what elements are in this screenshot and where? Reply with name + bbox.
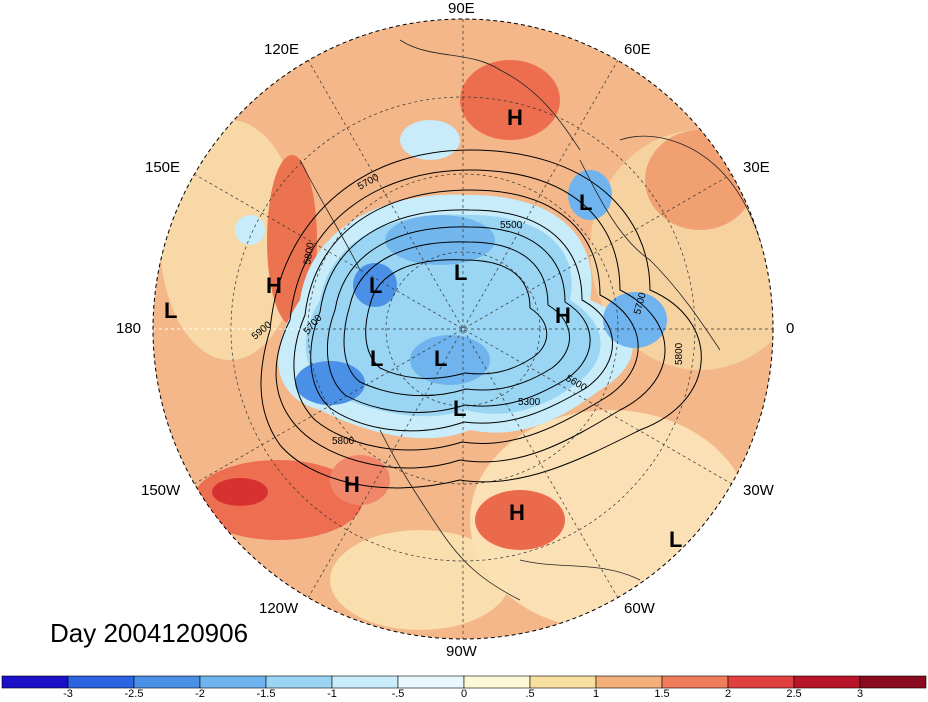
contour-label: 5800: [302, 241, 317, 265]
cold-patch-west: [235, 215, 265, 245]
contour-5600: [310, 209, 613, 432]
warm-spot-gulf: [475, 490, 565, 550]
colorbar-tick-label: -.5: [391, 688, 405, 700]
coastline-north-america: [379, 429, 521, 601]
lon-label-30w: 30W: [743, 482, 774, 499]
cold-core-canada: [410, 335, 490, 385]
colorbar-swatch: [727, 675, 795, 689]
contour-5400: [343, 241, 570, 397]
colorbar-tick-label: 0: [460, 688, 468, 700]
meridian-150-30: [193, 173, 733, 485]
cold-core-alaska: [295, 361, 365, 405]
colorbar-swatch: [661, 675, 729, 689]
colorbar-swatch: [199, 675, 267, 689]
colorbar-tick-label: -1.5: [256, 688, 276, 700]
high-center: H: [555, 303, 571, 328]
low-center: L: [669, 527, 682, 552]
colorbar-swatch: [463, 675, 531, 689]
cold-core-ural: [568, 170, 612, 220]
cold-core-east-siberia: [353, 263, 397, 307]
pressure-centers: H L H L L L H L L L H H L: [164, 105, 682, 552]
contour-label: 5800: [332, 436, 355, 447]
lon-label-90w: 90W: [446, 643, 477, 660]
high-center: H: [509, 500, 525, 525]
cold-patch-north: [400, 120, 460, 160]
contour-5700: [293, 189, 639, 451]
colorbar-swatch: [595, 675, 663, 689]
colorbar-tick-label: -1: [327, 688, 337, 700]
coastlines: [299, 39, 771, 601]
warm-spot-h: [330, 455, 390, 505]
map-title: Day 2004120906: [50, 618, 249, 648]
high-center: H: [344, 472, 360, 497]
coastline-south-america: [519, 559, 641, 581]
contour-label: 5500: [500, 220, 523, 231]
low-center: L: [434, 346, 447, 371]
colorbar-swatch: [397, 675, 465, 689]
colorbar-swatch: [859, 675, 927, 689]
colorbar: [1, 675, 927, 689]
colorbar-swatch: [1, 675, 69, 689]
colorbar-tick-label: -2.5: [124, 688, 144, 700]
low-center: L: [369, 273, 382, 298]
low-center: L: [370, 346, 383, 371]
lon-label-150w: 150W: [141, 482, 181, 499]
low-center: L: [164, 298, 177, 323]
colorbar-tick-label: 3: [856, 688, 864, 700]
high-center: H: [266, 273, 282, 298]
colorbar-tick-label: 1: [592, 688, 600, 700]
colorbar-tick-label: 1.5: [654, 688, 670, 700]
high-center: H: [507, 105, 523, 130]
cold-core-siberia: [385, 215, 495, 265]
contour-5300: [365, 259, 548, 379]
coastline-asia: [399, 39, 581, 151]
colorbar-tick-label: -3: [63, 688, 73, 700]
colorbar-tick-label: .5: [525, 688, 535, 700]
map-boundary: [152, 18, 774, 640]
contour-5500: [326, 226, 591, 413]
lon-label-180: 180: [116, 320, 142, 337]
colorbar-swatch: [331, 675, 399, 689]
contour-label: 5300: [518, 397, 541, 408]
cold-core-europe: [603, 292, 667, 348]
colorbar-swatch: [265, 675, 333, 689]
lon-label-0: 0: [786, 320, 795, 337]
light-patch-south: [330, 530, 510, 630]
lon-label-60w: 60W: [624, 600, 655, 617]
lon-label-120w: 120W: [259, 600, 299, 617]
colorbar-swatch: [133, 675, 201, 689]
warm-spot-north: [460, 60, 560, 140]
height-contours: [260, 149, 702, 489]
coastline-east-asia: [299, 159, 361, 271]
lon-label-150e: 150E: [145, 159, 181, 176]
warm-core-pacific: [212, 478, 268, 506]
lon-label-120e: 120E: [264, 41, 300, 58]
contour-5800: [275, 169, 666, 469]
anomaly-field: [153, 19, 773, 639]
coastline-europe: [579, 159, 721, 351]
contour-label: 5800: [674, 342, 685, 365]
low-center: L: [579, 190, 592, 215]
warm-spot-ne: [645, 130, 755, 230]
light-patch-pacific-west: [160, 120, 300, 360]
colorbar-swatch: [67, 675, 135, 689]
meridian-30-150: [193, 173, 733, 485]
colorbar-swatch: [529, 675, 597, 689]
lon-label-30e: 30E: [743, 159, 770, 176]
meridian-120-60: [307, 59, 619, 599]
low-center: L: [453, 396, 466, 421]
lon-label-90e: 90E: [448, 0, 475, 17]
contour-5900: [260, 149, 702, 489]
colorbar-tick-label: 2: [724, 688, 732, 700]
colorbar-tick-label: 2.5: [786, 688, 802, 700]
lon-label-60e: 60E: [624, 41, 651, 58]
colorbar-tick-label: -2: [195, 688, 205, 700]
low-center: L: [454, 260, 467, 285]
colorbar-swatch: [793, 675, 861, 689]
meridian-60-120: [307, 59, 619, 599]
